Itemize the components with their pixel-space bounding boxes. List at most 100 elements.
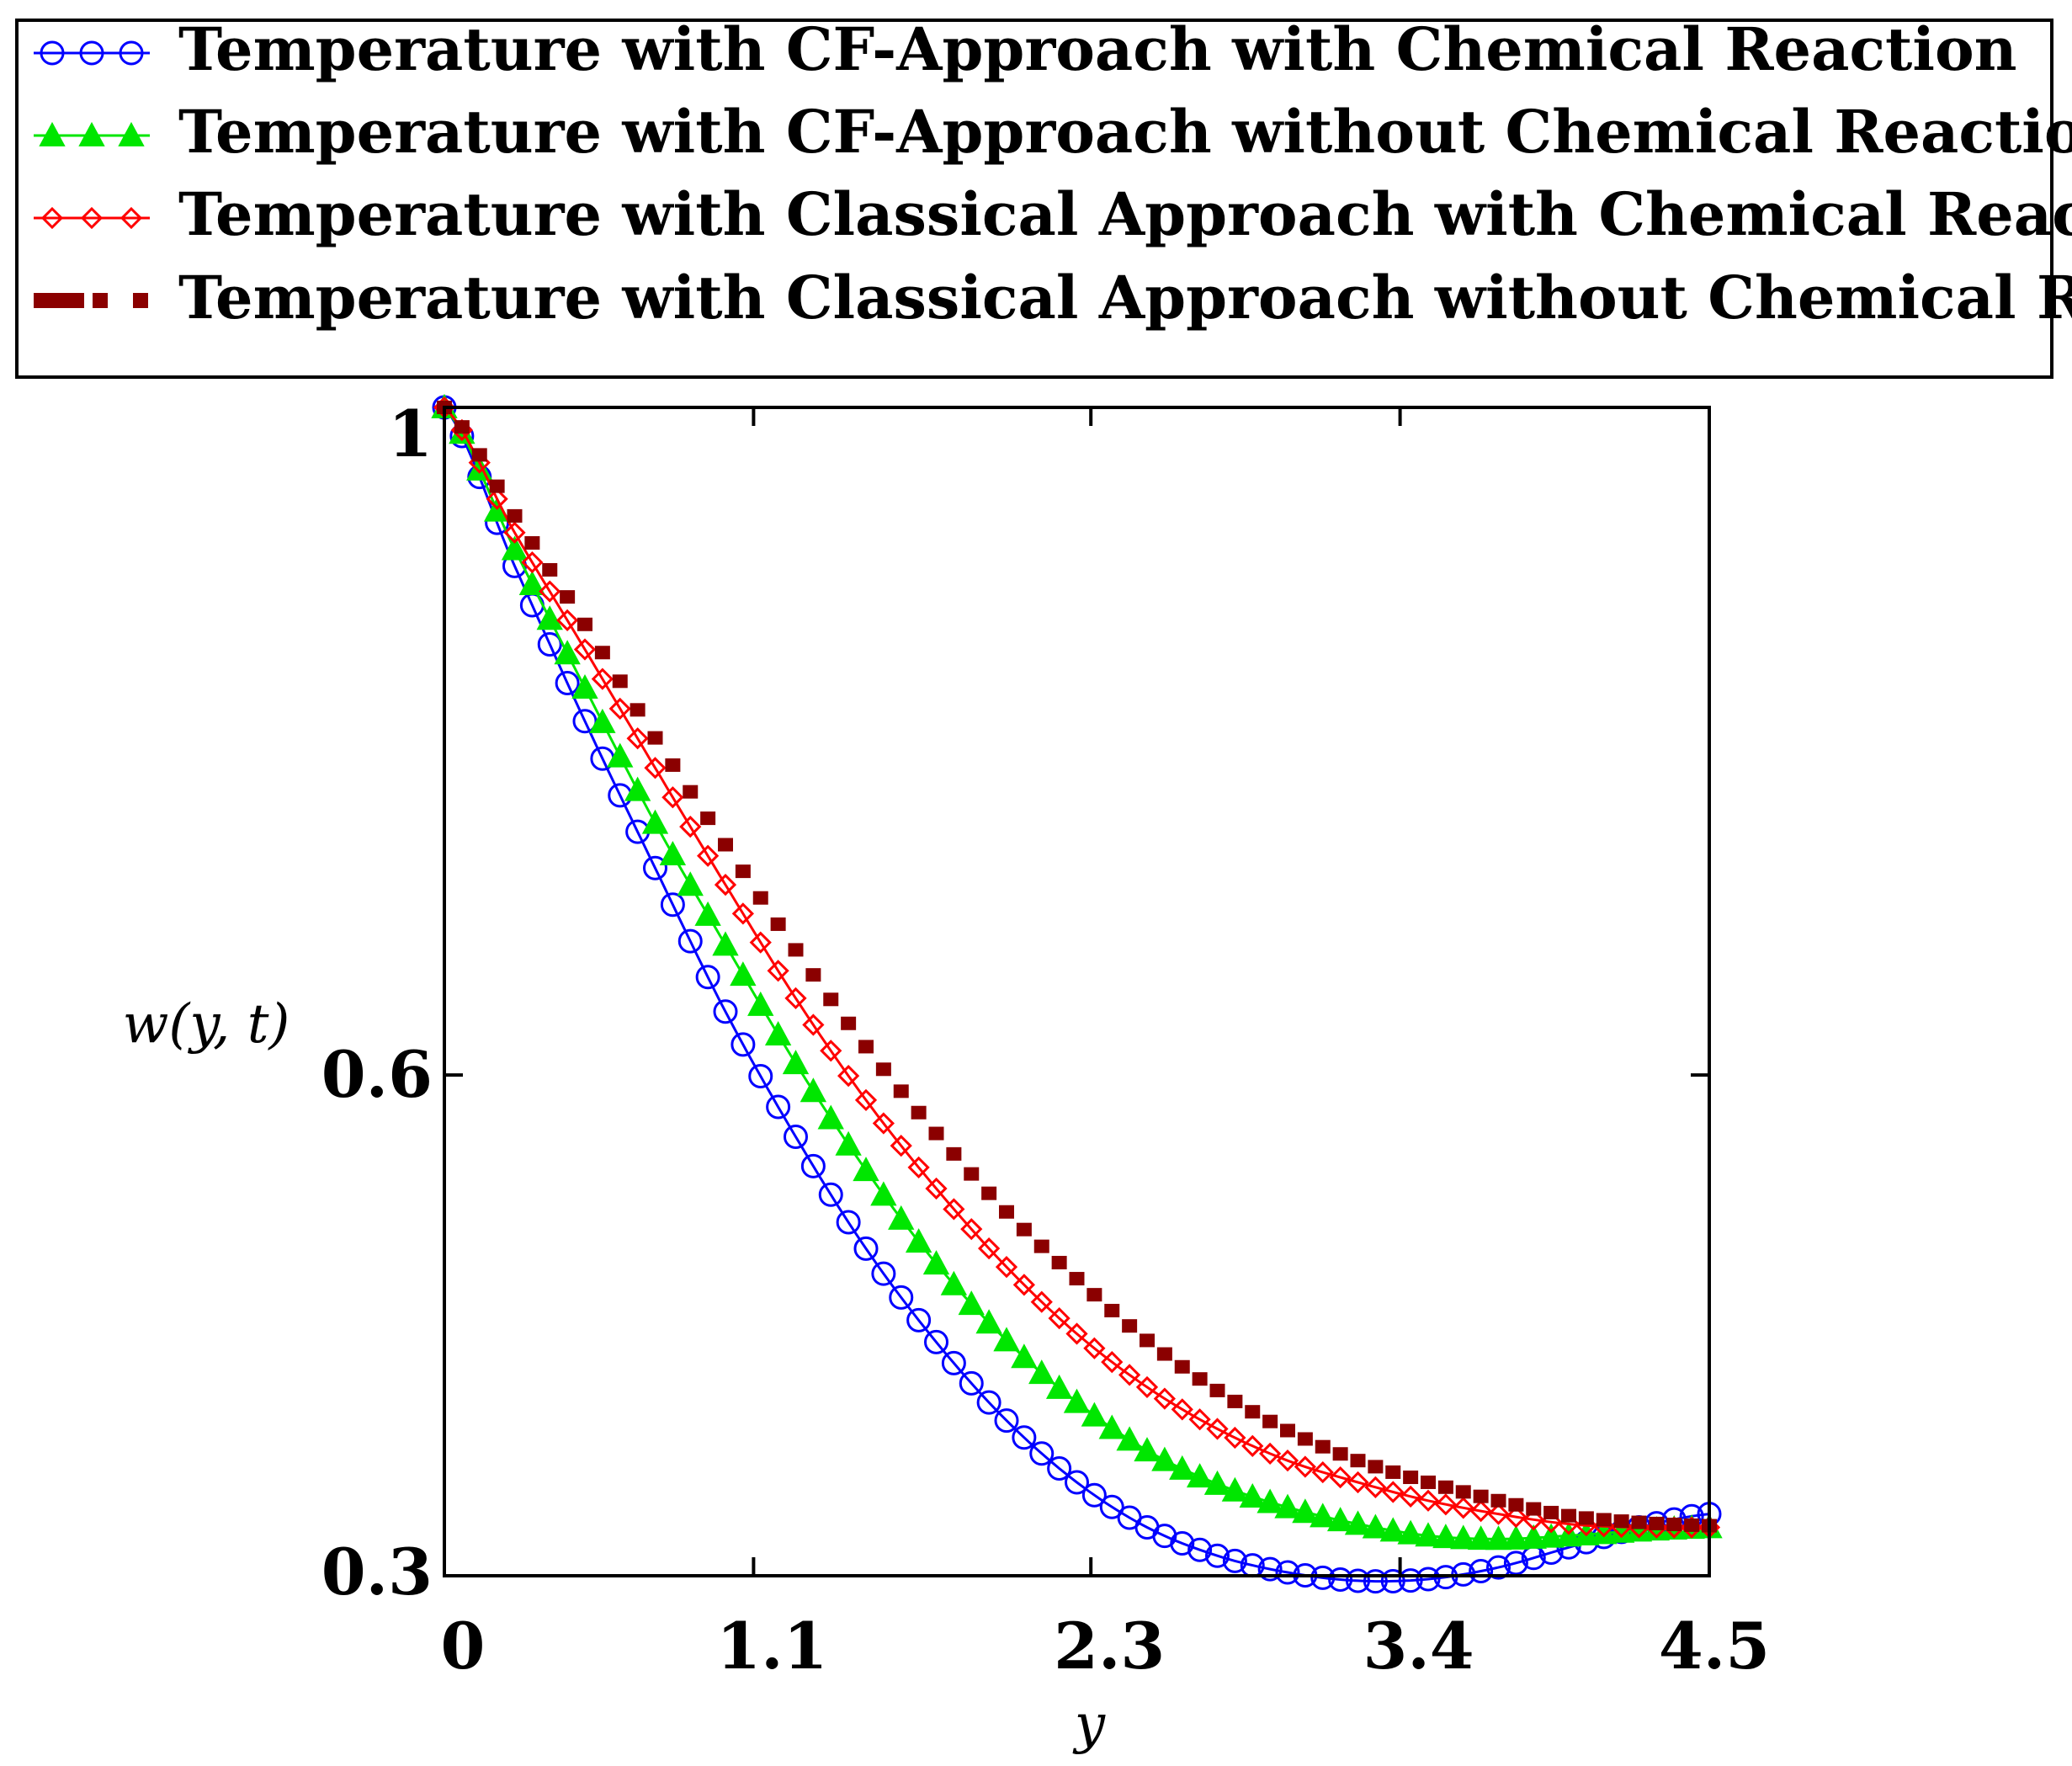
- data-point-marker: [1596, 1513, 1612, 1527]
- data-point-marker: [784, 987, 807, 1010]
- legend-item-2: Temperature with CF-Approach without Che…: [34, 97, 2072, 167]
- data-point-marker: [524, 535, 540, 550]
- data-point-marker: [1379, 1517, 1406, 1542]
- data-point-marker: [1047, 1455, 1072, 1481]
- data-point-marker: [1315, 1439, 1331, 1454]
- data-point-marker: [1256, 1488, 1283, 1513]
- data-point-marker: [1310, 1503, 1336, 1528]
- data-point-marker: [560, 590, 576, 604]
- data-point-marker: [854, 1088, 878, 1112]
- data-point-marker: [1469, 1559, 1494, 1584]
- data-point-marker: [507, 508, 523, 523]
- data-point-marker: [1526, 1502, 1542, 1516]
- legend-label: Temperature with Classical Approach with…: [178, 179, 2072, 249]
- x-tick-label: 0: [441, 1609, 486, 1684]
- data-point-marker: [539, 580, 561, 603]
- data-point-marker: [1421, 1475, 1436, 1489]
- data-point-marker: [1153, 1387, 1176, 1410]
- data-point-marker: [1469, 1499, 1492, 1523]
- data-point-marker: [1520, 1524, 1547, 1549]
- series-line-1: [443, 407, 1710, 1583]
- data-point-marker: [1398, 1568, 1423, 1593]
- legend: Temperature with CF-Approach with Chemic…: [15, 14, 2072, 379]
- data-point-marker: [1169, 1455, 1196, 1480]
- data-point-marker: [805, 968, 821, 982]
- data-point-marker: [960, 1218, 983, 1241]
- data-point-marker: [591, 668, 614, 690]
- data-point-marker: [1432, 1524, 1459, 1549]
- data-point-marker: [1347, 1471, 1369, 1494]
- data-point-marker: [1174, 1359, 1190, 1374]
- legend-label: Temperature with CF-Approach with Chemic…: [178, 14, 2017, 84]
- data-point-marker: [518, 570, 546, 595]
- data-point-marker: [1487, 1503, 1510, 1525]
- data-point-marker: [1187, 1537, 1213, 1562]
- data-point-marker: [521, 551, 544, 574]
- data-point-marker: [624, 776, 651, 801]
- x-tick-label: 1.1: [716, 1609, 827, 1684]
- data-point-marker: [1081, 1482, 1107, 1508]
- data-point-marker: [1134, 1437, 1161, 1462]
- data-point-marker: [1063, 1388, 1091, 1413]
- data-point-marker: [1415, 1522, 1442, 1547]
- data-point-marker: [712, 931, 739, 956]
- data-point-marker: [770, 917, 786, 931]
- plot-frame: [443, 406, 1711, 1577]
- data-point-marker: [889, 1285, 914, 1310]
- data-point-marker: [607, 742, 634, 768]
- data-point-marker: [730, 961, 757, 987]
- data-point-marker: [1029, 1441, 1055, 1466]
- data-point-marker: [1578, 1511, 1594, 1525]
- data-point-marker: [925, 1177, 948, 1200]
- data-point-marker: [1297, 1432, 1313, 1446]
- data-point-marker: [1380, 1568, 1405, 1593]
- data-point-marker: [871, 1261, 896, 1286]
- data-point-marker: [503, 521, 526, 544]
- data-point-marker: [853, 1236, 879, 1261]
- data-point-marker: [1508, 1497, 1524, 1512]
- data-point-marker: [800, 1153, 826, 1178]
- data-point-marker: [1101, 1350, 1124, 1374]
- data-point-marker: [536, 605, 563, 630]
- data-point-marker: [1350, 1454, 1366, 1468]
- data-point-marker: [800, 1077, 827, 1103]
- legend-swatch-marker: [34, 293, 84, 308]
- data-point-marker: [542, 562, 558, 577]
- data-point-marker: [1538, 1523, 1565, 1548]
- data-point-marker: [1016, 1222, 1032, 1237]
- data-point-marker: [1385, 1465, 1401, 1479]
- data-point-marker: [1455, 1485, 1471, 1499]
- data-point-marker: [788, 943, 804, 957]
- legend-item-4: Temperature with Classical Approach with…: [34, 263, 2072, 332]
- data-point-marker: [660, 892, 685, 918]
- data-point-marker: [1280, 1423, 1295, 1438]
- data-point-marker: [1543, 1505, 1559, 1519]
- data-point-marker: [1170, 1530, 1195, 1556]
- legend-label: Temperature with Classical Approach with…: [178, 263, 2072, 332]
- data-point-marker: [1033, 1239, 1049, 1253]
- data-point-marker: [1473, 1489, 1489, 1503]
- data-point-marker: [1221, 1476, 1249, 1502]
- data-point-marker: [784, 1125, 808, 1150]
- data-point-marker: [554, 640, 581, 665]
- data-point-marker: [713, 999, 738, 1024]
- legend-swatch-marker: [80, 206, 104, 230]
- data-point-marker: [764, 1021, 792, 1046]
- data-point-marker: [1224, 1426, 1246, 1450]
- data-point-marker: [1045, 1374, 1073, 1399]
- data-point-marker: [630, 703, 646, 717]
- data-point-marker: [1329, 1465, 1352, 1489]
- data-point-marker: [1083, 1337, 1106, 1359]
- data-point-marker: [471, 448, 487, 462]
- data-point-marker: [1485, 1525, 1512, 1551]
- data-point-marker: [1505, 1505, 1527, 1529]
- data-point-marker: [1332, 1447, 1348, 1461]
- data-point-marker: [1012, 1274, 1035, 1296]
- data-point-marker: [1140, 1333, 1155, 1348]
- data-point-marker: [802, 1013, 825, 1036]
- data-point-marker: [1030, 1290, 1053, 1313]
- data-point-marker: [1081, 1402, 1108, 1427]
- series-2: [431, 393, 1723, 1551]
- data-point-marker: [748, 1064, 773, 1089]
- data-point-marker: [835, 1130, 862, 1156]
